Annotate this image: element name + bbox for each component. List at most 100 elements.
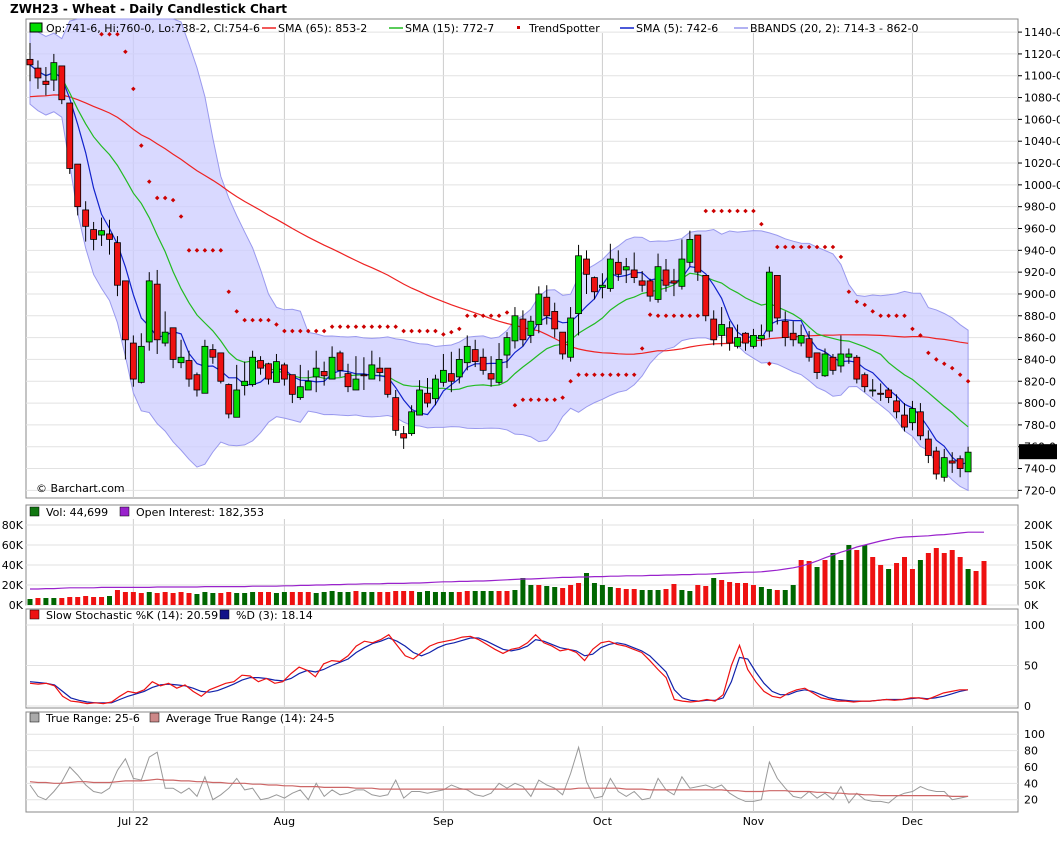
atr-line	[29, 778, 969, 797]
volume-bar	[671, 584, 677, 605]
volume-bar	[591, 583, 597, 605]
candle-body	[535, 293, 543, 325]
candle-body	[726, 327, 733, 344]
volume-bar	[456, 592, 462, 605]
trendspotter-dot	[735, 208, 740, 214]
candle-body	[392, 397, 400, 431]
price-tick-label: 800-0	[1024, 397, 1056, 410]
trendspotter-dot	[401, 328, 406, 334]
candle-body	[114, 242, 121, 286]
panel-frame-range	[25, 711, 1019, 813]
candle-body	[479, 356, 487, 371]
candle-body	[654, 266, 662, 300]
volume-bar	[830, 553, 836, 605]
volume-bar	[83, 596, 89, 605]
candle-body	[638, 280, 646, 286]
candle-body	[845, 353, 853, 358]
price-tick-label: 920-0	[1024, 266, 1056, 279]
candle-body	[869, 389, 877, 392]
price-tick-label: 1000-0	[1024, 179, 1060, 192]
candle-body	[122, 280, 129, 341]
candle-body	[813, 352, 821, 373]
candle-body	[519, 318, 527, 341]
trendspotter-dot	[647, 312, 653, 317]
trendspotter-dot	[298, 328, 303, 334]
trendspotter-dot	[631, 372, 637, 377]
trendspotter-dot	[313, 328, 319, 334]
volume-bar	[909, 569, 915, 605]
volume-bar	[154, 593, 160, 605]
price-tick-label: 1040-0	[1024, 135, 1060, 148]
volume-bar	[870, 557, 876, 605]
volume-bar	[695, 585, 701, 605]
volume-bar	[663, 589, 669, 605]
volume-bar	[512, 590, 518, 605]
candle-body	[789, 332, 797, 341]
volume-bar	[854, 550, 860, 605]
volume-bar	[448, 592, 454, 605]
open-interest-line	[30, 531, 984, 590]
candle-body	[646, 280, 654, 297]
volume-bar	[266, 592, 271, 605]
volume-bar	[114, 590, 120, 605]
volume-bar	[321, 592, 327, 605]
candle-body	[320, 371, 328, 377]
candle-body	[463, 345, 471, 364]
candle-body	[193, 374, 201, 391]
candle-body	[34, 67, 42, 79]
volume-bar	[727, 582, 733, 605]
volume-bar	[679, 590, 685, 605]
candle-body	[877, 392, 885, 395]
trendspotter-dot	[266, 317, 271, 323]
volume-bar	[536, 585, 542, 605]
trendspotter-dot	[663, 313, 669, 319]
trendspotter-dot	[910, 326, 915, 332]
trendspotter-dot	[472, 313, 478, 319]
volume-bar	[329, 591, 335, 605]
candle-body	[304, 380, 312, 391]
volume-bar	[703, 586, 709, 605]
price-tick-label: 1100-0	[1024, 70, 1060, 83]
trendspotter-dot	[600, 372, 605, 377]
trendspotter-dot	[671, 313, 677, 319]
trendspotter-dot	[918, 333, 923, 338]
price-tick-label: 860-0	[1024, 332, 1056, 345]
trendspotter-dot	[123, 49, 128, 54]
candle-body	[336, 352, 344, 371]
candle-body	[567, 317, 574, 358]
square-rose-icon	[149, 712, 160, 723]
volume-bar	[520, 578, 526, 605]
candle-body	[400, 433, 408, 439]
square-purple-icon	[119, 506, 130, 517]
chart-title: ZWH23 - Wheat - Daily Candlestick Chart	[10, 2, 288, 16]
volume-left-tick-label: 0K	[9, 599, 24, 612]
volume-right-tick-label: 50K	[1024, 579, 1046, 592]
trendspotter-dot	[878, 313, 883, 319]
candle-body	[145, 280, 153, 343]
x-tick-label: Oct	[593, 815, 613, 828]
candle-body	[837, 353, 845, 367]
candle-body	[26, 58, 34, 66]
volume-bar	[178, 592, 184, 605]
volume-bar	[902, 557, 907, 605]
trendspotter-dot	[886, 313, 891, 319]
candle-body	[296, 386, 304, 399]
volume-bar	[838, 560, 844, 605]
candle-body	[257, 360, 264, 369]
trendspotter-dot	[711, 208, 716, 214]
panel-frame-price	[25, 18, 1019, 499]
legend-label: Op:741-6, Hi:760-0, Lo:738-2, Cl:754-6	[46, 22, 260, 35]
trendspotter-dot	[115, 32, 120, 37]
candle-icon	[29, 22, 43, 33]
volume-bar	[528, 585, 534, 605]
trendspotter-dot	[369, 324, 375, 329]
sma-15-line	[29, 64, 969, 428]
volume-left-tick-label: 20K	[2, 579, 24, 592]
square-gray-icon	[29, 712, 40, 723]
volume-left-tick-label: 60K	[2, 539, 24, 552]
trendspotter-dot	[504, 310, 510, 315]
volume-bar	[711, 578, 717, 605]
bollinger-band	[29, 18, 969, 492]
volume-bar	[472, 591, 478, 605]
volume-bar	[59, 598, 65, 605]
